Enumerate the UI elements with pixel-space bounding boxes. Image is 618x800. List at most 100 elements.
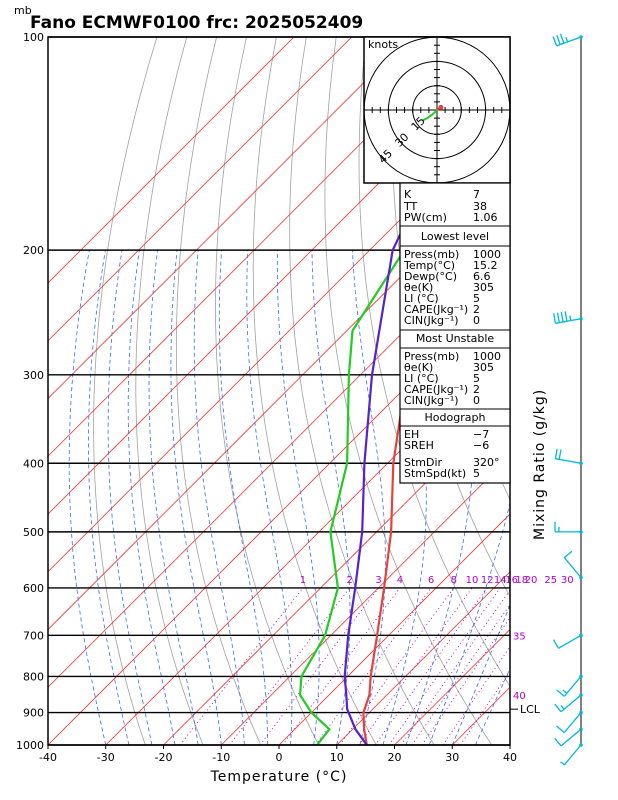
- wind-barb-column: [552, 33, 583, 766]
- hodograph-trace: [422, 109, 438, 122]
- hodograph-row-value: 320°: [473, 456, 500, 469]
- isotherm-line: [221, 455, 510, 745]
- wind-barb-half-flag: [560, 704, 565, 710]
- most-unstable-row-label: CIN(Jkg⁻¹): [404, 394, 459, 407]
- mixing-ratio-label: 6: [428, 575, 434, 586]
- wind-barb-flag: [554, 737, 562, 747]
- wind-barb: [560, 743, 583, 766]
- pw-value: 1.06: [473, 211, 498, 224]
- wind-barb-base: [579, 35, 583, 39]
- mixing-ratio-line: [259, 587, 379, 745]
- wind-barb: [552, 633, 583, 649]
- wind-barb-flag: [554, 703, 562, 713]
- wind-barb-base: [579, 633, 583, 638]
- pressure-tick-label: 400: [23, 457, 44, 470]
- mixing-ratio-label: 14: [494, 575, 507, 586]
- temperature-tick-label: -40: [39, 751, 57, 764]
- wind-barb-flag: [556, 689, 565, 697]
- lowest-level-row-value: 305: [473, 281, 494, 294]
- mixing-ratio-label: 4: [397, 575, 403, 586]
- wind-barb-half-flag: [560, 761, 565, 766]
- moist-adiabat-line: [170, 250, 222, 745]
- wind-barb-flag: [564, 311, 568, 322]
- lowest-level-row-label: LI (°C): [404, 292, 439, 305]
- lowest-level-row-label: Press(mb): [404, 248, 459, 261]
- mixing-ratio-axis-title: Mixing Ratio (g/kg): [532, 389, 548, 540]
- isotherm-line: [163, 397, 510, 745]
- dry-adiabat-line: [358, 37, 510, 688]
- hodograph-units-label: knots: [368, 38, 398, 51]
- mixing-ratio-line: [374, 587, 488, 745]
- most-unstable-row-label: CAPE(Jkg⁻¹): [404, 383, 468, 396]
- wind-barb-half-flag: [565, 36, 569, 43]
- dry-adiabat-line: [324, 37, 493, 745]
- mixing-ratio-label: 10: [466, 575, 479, 586]
- wind-barb-base: [579, 674, 583, 679]
- isotherm-line: [48, 37, 295, 284]
- k-index-value: 7: [473, 188, 480, 201]
- wind-barb-flag: [560, 311, 564, 323]
- wind-barb: [554, 521, 583, 534]
- moist-adiabat-line: [193, 250, 245, 745]
- isotherm-line: [336, 571, 510, 745]
- lcl-label: LCL: [520, 703, 541, 716]
- k-index-label: K: [404, 188, 412, 201]
- storm-motion-marker: [438, 104, 444, 110]
- pressure-tick-label: 300: [23, 369, 44, 382]
- dry-adiabat-label: 35: [513, 631, 526, 642]
- pressure-tick-label: 200: [23, 244, 44, 257]
- wind-barb-base: [579, 693, 583, 697]
- wind-barb-flag: [553, 313, 557, 324]
- wind-barb-base: [579, 743, 583, 747]
- temperature-tick-label: -10: [212, 751, 230, 764]
- most-unstable-row-label: Press(mb): [404, 350, 459, 363]
- dewpoint-profile-line: [298, 87, 510, 745]
- mixing-ratio-label: 16: [505, 575, 518, 586]
- temperature-tick-label: 10: [330, 751, 344, 764]
- wind-barb-flag: [563, 550, 573, 559]
- isotherm-line: [48, 224, 510, 688]
- mixing-ratio-label: 8: [451, 575, 457, 586]
- most-unstable-row-label: LI (°C): [404, 372, 439, 385]
- tt-index-value: 38: [473, 200, 487, 213]
- wind-barb-staff: [563, 712, 582, 733]
- moist-adiabat-line: [352, 250, 386, 745]
- hodograph-row-value: −6: [473, 439, 489, 452]
- wind-barb-base: [579, 710, 583, 715]
- moist-adiabat-line: [88, 250, 130, 745]
- dry-adiabat-line: [93, 37, 158, 745]
- mixing-ratio-line: [388, 587, 501, 745]
- dry-adiabat-line: [252, 37, 377, 745]
- mixing-ratio-label: 30: [561, 575, 574, 586]
- wind-barb-flag: [556, 312, 560, 323]
- moist-adiabat-line: [218, 250, 268, 745]
- wind-barb: [553, 311, 583, 324]
- lowest-level-row-value: 0: [473, 314, 480, 327]
- pressure-tick-label: 600: [23, 582, 44, 595]
- dry-adiabat-line: [575, 37, 618, 745]
- lowest-level-row-value: 2: [473, 303, 480, 316]
- wind-barb-flag: [559, 33, 565, 44]
- moist-adiabat-line: [107, 250, 153, 745]
- wind-barb-half-flag: [569, 315, 572, 321]
- lowest-level-row-label: θe(K): [404, 281, 433, 294]
- temperature-tick-label: 40: [503, 751, 517, 764]
- wind-barb: [556, 674, 583, 697]
- wind-barb-staff: [560, 728, 582, 747]
- wind-barb: [554, 693, 583, 713]
- pressure-tick-label: 900: [23, 707, 44, 720]
- pressure-tick-label: 800: [23, 670, 44, 683]
- wind-barb-staff: [563, 675, 582, 697]
- lowest-level-row-value: 15.2: [473, 259, 498, 272]
- isotherm-line: [48, 37, 468, 457]
- isotherm-line: [48, 37, 410, 400]
- parcel-path-line: [343, 161, 436, 745]
- wind-barb-half-flag: [562, 689, 568, 694]
- mixing-ratio-line: [460, 670, 510, 745]
- units-label: mb: [14, 4, 32, 17]
- wind-barb-base: [579, 530, 583, 534]
- lowest-level-header: Lowest level: [421, 230, 489, 243]
- wind-barb-staff: [555, 318, 582, 324]
- tt-index-label: TT: [403, 200, 418, 213]
